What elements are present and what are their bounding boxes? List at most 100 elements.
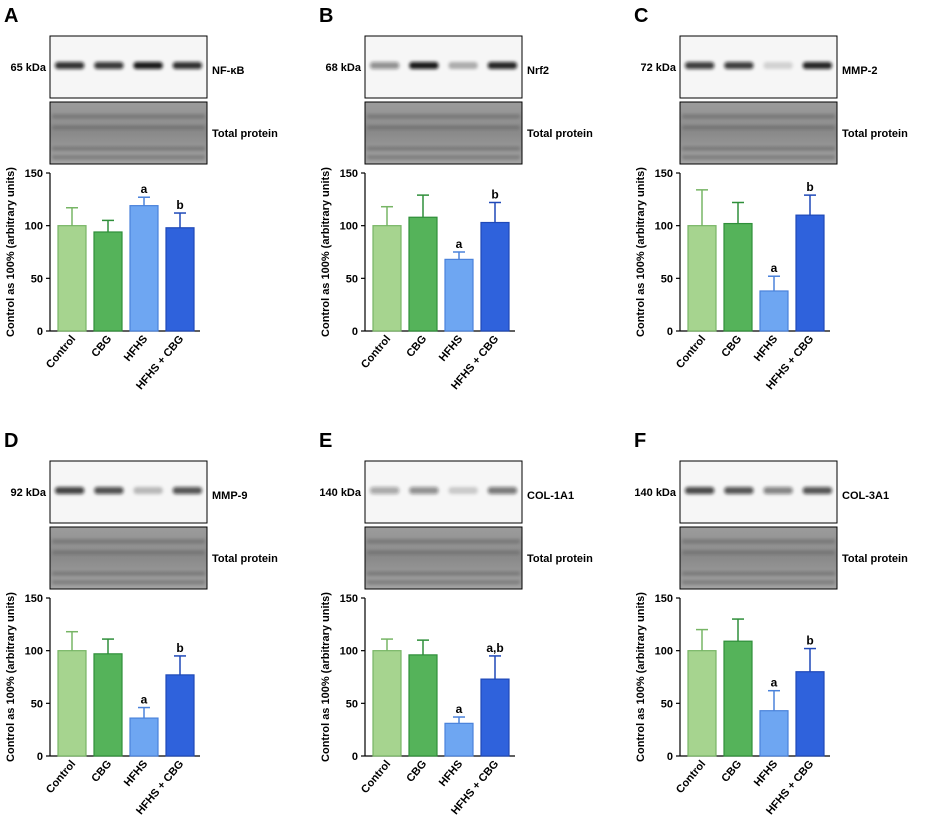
bar-2 — [93, 231, 123, 332]
y-tick-label: 50 — [661, 698, 673, 710]
y-tick-label: 100 — [25, 646, 43, 658]
y-tick-label: 150 — [25, 593, 43, 605]
x-tick-label: Control — [674, 758, 708, 796]
blot-band — [724, 487, 754, 495]
panel-d: D 92 kDa MMP-9 Total protein 0 50 100 150 Contro… — [4, 430, 278, 817]
total-protein-band — [682, 146, 835, 151]
y-tick-label: 50 — [31, 698, 43, 710]
total-protein-band — [367, 580, 520, 585]
y-axis-label: Control as 100% (arbitrary units) — [320, 592, 332, 762]
panel-letter: A — [4, 5, 18, 27]
y-tick-label: 0 — [352, 751, 358, 763]
y-tick-label: 50 — [661, 273, 673, 285]
bar-4 — [165, 674, 195, 757]
total-protein-band — [682, 114, 835, 119]
y-tick-label: 150 — [340, 593, 358, 605]
blot-band — [763, 62, 793, 70]
y-tick-label: 0 — [37, 326, 43, 338]
y-axis-label: Control as 100% (arbitrary units) — [635, 167, 647, 337]
panel-letter: E — [319, 430, 332, 452]
kda-label: 68 kDa — [326, 62, 362, 74]
blot-band — [94, 62, 124, 70]
y-tick-label: 150 — [655, 593, 673, 605]
blot-band — [172, 62, 202, 70]
bar-1 — [687, 225, 717, 332]
total-protein-box — [364, 526, 523, 590]
bar-4 — [795, 214, 825, 332]
significance-label: a — [771, 676, 778, 690]
y-tick-label: 0 — [352, 326, 358, 338]
total-protein-band — [682, 550, 835, 555]
total-protein-band — [367, 550, 520, 555]
panel-letter: D — [4, 430, 18, 452]
protein-label: NF-κB — [212, 65, 244, 77]
total-protein-box — [49, 101, 208, 165]
significance-label: a — [141, 693, 148, 707]
kda-label: 72 kDa — [641, 62, 677, 74]
protein-label: MMP-2 — [842, 65, 877, 77]
x-tick-label: CBG — [89, 758, 114, 784]
blot-band — [370, 62, 400, 70]
blot-band — [487, 62, 517, 70]
total-protein-box — [49, 526, 208, 590]
kda-label: 140 kDa — [319, 487, 361, 499]
x-tick-label: CBG — [404, 333, 429, 359]
y-tick-label: 100 — [340, 646, 358, 658]
total-protein-band — [367, 571, 520, 576]
x-tick-label: HFHS — [437, 333, 465, 364]
bar-3 — [759, 290, 789, 332]
y-axis-label: Control as 100% (arbitrary units) — [5, 167, 17, 337]
bar-3 — [444, 258, 474, 332]
significance-label: b — [806, 634, 813, 648]
significance-label: b — [176, 641, 183, 655]
bar-3 — [759, 710, 789, 757]
y-tick-label: 100 — [655, 221, 673, 233]
blot-band — [487, 487, 517, 495]
y-axis-label: Control as 100% (arbitrary units) — [320, 167, 332, 337]
total-protein-band — [682, 539, 835, 544]
bar-4 — [795, 671, 825, 757]
bar-2 — [408, 654, 438, 757]
y-tick-label: 0 — [667, 751, 673, 763]
bar-3 — [129, 717, 159, 757]
significance-label: a — [141, 182, 148, 196]
y-tick-label: 50 — [31, 273, 43, 285]
blot-band — [685, 62, 715, 70]
y-tick-label: 150 — [340, 168, 358, 180]
x-tick-label: CBG — [719, 758, 744, 784]
bar-1 — [372, 650, 402, 757]
blot-band — [133, 487, 163, 495]
bar-2 — [723, 640, 753, 757]
total-protein-box — [679, 101, 838, 165]
significance-label: b — [806, 180, 813, 194]
panel-f: F 140 kDa COL-3A1 Total protein 0 50 100 150 Con… — [634, 430, 908, 817]
y-tick-label: 150 — [25, 168, 43, 180]
protein-label: COL-3A1 — [842, 490, 889, 502]
total-protein-band — [682, 155, 835, 160]
total-protein-band — [52, 539, 205, 544]
bar-2 — [93, 653, 123, 757]
blot-band — [802, 62, 832, 70]
blot-band — [133, 62, 163, 70]
kda-label: 140 kDa — [634, 487, 676, 499]
y-tick-label: 100 — [25, 221, 43, 233]
blot-band — [409, 487, 439, 495]
x-tick-label: HFHS — [122, 758, 150, 789]
total-protein-box — [679, 526, 838, 590]
total-protein-band — [52, 125, 205, 130]
blot-band — [94, 487, 124, 495]
bar-1 — [57, 225, 87, 332]
significance-label: a,b — [486, 641, 503, 655]
total-protein-label: Total protein — [527, 553, 593, 565]
panel-e: E 140 kDa COL-1A1 Total protein 0 50 100 150 Con… — [319, 430, 593, 817]
blot-band — [55, 487, 85, 495]
panel-a: A 65 kDa NF-κB Total protein 0 50 100 150 Contro… — [4, 5, 278, 392]
blot-band — [685, 487, 715, 495]
total-protein-label: Total protein — [527, 128, 593, 140]
panel-letter: C — [634, 5, 648, 27]
total-protein-band — [52, 571, 205, 576]
total-protein-band — [367, 146, 520, 151]
blot-band — [370, 487, 400, 495]
total-protein-box — [364, 101, 523, 165]
x-tick-label: HFHS — [122, 333, 150, 364]
